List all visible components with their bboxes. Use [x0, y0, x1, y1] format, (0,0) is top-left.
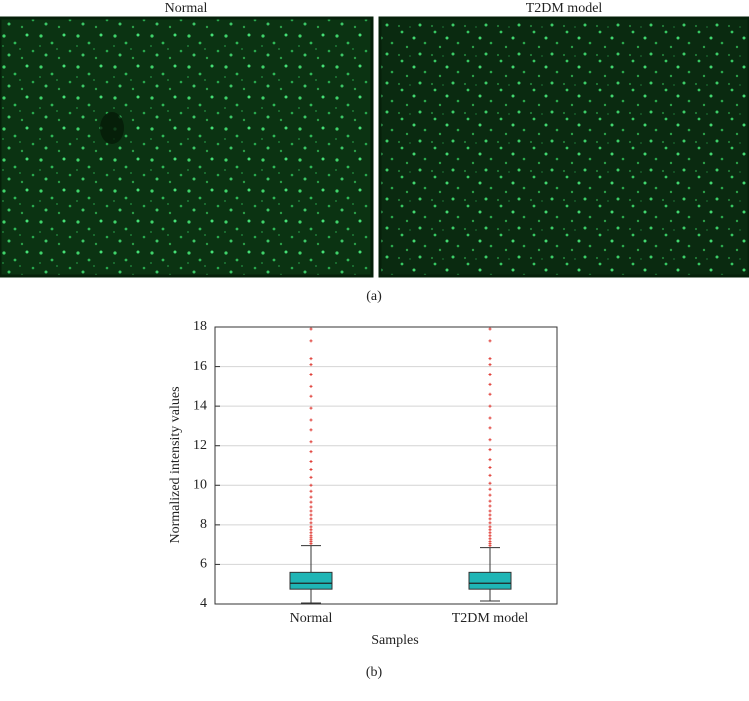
outlier [488, 404, 492, 408]
outlier [309, 384, 313, 388]
outlier [488, 521, 492, 525]
outlier [309, 394, 313, 398]
outlier [488, 392, 492, 396]
outlier [309, 509, 313, 513]
outlier [309, 489, 313, 493]
outlier [488, 509, 492, 513]
y-tick-label: 10 [193, 478, 207, 493]
outlier [488, 528, 492, 532]
outlier [309, 363, 313, 367]
outlier [488, 382, 492, 386]
outlier [488, 504, 492, 508]
outlier [309, 440, 313, 444]
outlier [309, 357, 313, 361]
outlier [488, 357, 492, 361]
outlier [488, 327, 492, 331]
outlier [488, 525, 492, 529]
outlier [309, 528, 313, 532]
outlier [488, 499, 492, 503]
outlier [488, 534, 492, 538]
outlier [488, 438, 492, 442]
y-tick-label: 6 [200, 557, 207, 572]
y-tick-label: 18 [193, 319, 207, 334]
y-tick-label: 8 [200, 517, 207, 532]
outlier [309, 513, 313, 517]
outlier [488, 416, 492, 420]
outlier [309, 483, 313, 487]
outlier [488, 513, 492, 517]
plot-frame [214, 326, 558, 605]
outlier [488, 363, 492, 367]
x-tick-label: Normal [290, 611, 333, 626]
panel-label: (a) [366, 289, 382, 304]
outlier [309, 460, 313, 464]
outlier [309, 517, 313, 521]
outlier [309, 495, 313, 499]
outlier [488, 537, 492, 541]
image-title: Normal [165, 1, 208, 16]
outlier [309, 467, 313, 471]
outlier [488, 540, 492, 544]
outlier [309, 327, 313, 331]
outlier [488, 339, 492, 343]
outlier [309, 450, 313, 454]
outlier [488, 493, 492, 497]
y-axis-label: Normalized intensity values [168, 386, 183, 543]
x-axis-label: Samples [371, 633, 418, 648]
outlier [309, 525, 313, 529]
outlier [309, 339, 313, 343]
outlier [309, 475, 313, 479]
outlier [309, 406, 313, 410]
y-tick-label: 12 [193, 438, 207, 453]
box [468, 571, 512, 590]
outlier [309, 531, 313, 535]
outlier [309, 534, 313, 538]
box [289, 571, 333, 590]
outlier [488, 487, 492, 491]
outlier [488, 517, 492, 521]
outlier [488, 473, 492, 477]
outlier [488, 448, 492, 452]
image-title: T2DM model [526, 1, 603, 16]
outlier [488, 458, 492, 462]
outlier [488, 481, 492, 485]
outlier [488, 372, 492, 376]
outlier [488, 531, 492, 535]
outlier [309, 372, 313, 376]
microarray-image [378, 16, 749, 278]
outlier [309, 500, 313, 504]
panel-label: (b) [366, 665, 383, 680]
outlier [309, 505, 313, 509]
y-tick-label: 14 [193, 398, 207, 413]
y-tick-label: 16 [193, 359, 207, 374]
outlier [488, 426, 492, 430]
outlier [488, 465, 492, 469]
image-artifact [100, 112, 124, 144]
outlier [309, 418, 313, 422]
y-tick-label: 4 [200, 596, 207, 611]
outlier [309, 428, 313, 432]
outlier [309, 521, 313, 525]
microarray-image [0, 16, 374, 278]
x-tick-label: T2DM model [452, 611, 529, 626]
